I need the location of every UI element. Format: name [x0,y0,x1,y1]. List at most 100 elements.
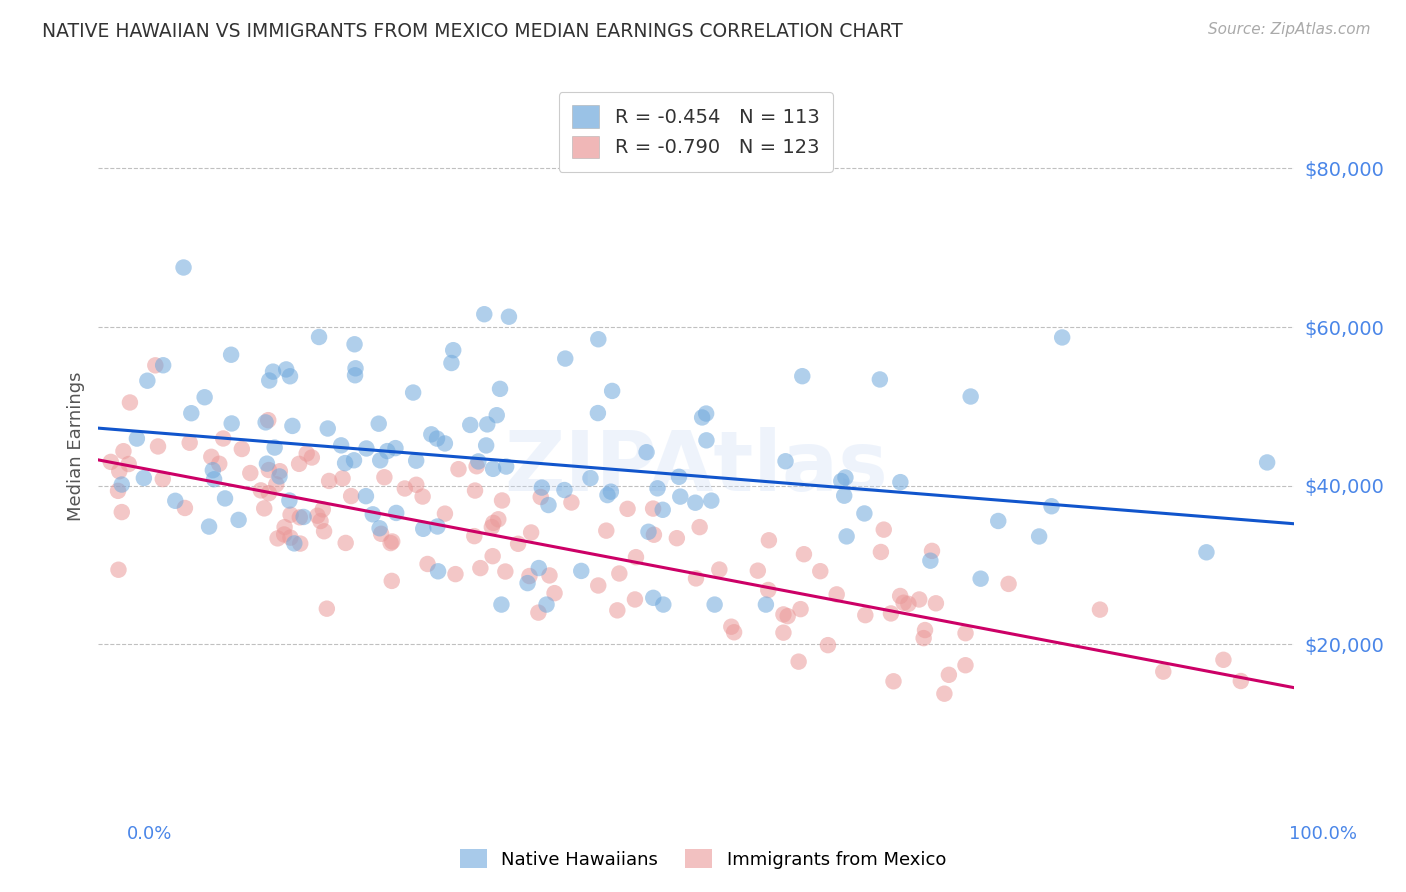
Point [595,524,617,538]
Point [537,498,560,512]
Point [433,436,456,450]
Point [283,536,305,550]
Point [709,563,731,577]
Point [925,596,948,610]
Point [695,434,717,448]
Point [263,441,285,455]
Point [219,348,242,362]
Point [853,507,876,521]
Point [214,491,236,506]
Point [482,462,505,476]
Point [426,432,449,446]
Point [180,406,202,420]
Point [262,365,284,379]
Point [825,587,848,601]
Point [309,514,332,528]
Point [835,529,858,543]
Point [100,455,122,469]
Point [257,486,280,500]
Point [498,310,520,324]
Point [921,544,943,558]
Point [394,482,416,496]
Point [143,359,166,373]
Point [295,446,318,460]
Point [685,571,707,585]
Legend: Native Hawaiians, Immigrants from Mexico: Native Hawaiians, Immigrants from Mexico [453,842,953,876]
Point [934,687,956,701]
Point [308,330,330,344]
Point [1028,529,1050,543]
Point [343,337,366,351]
Point [543,586,565,600]
Point [281,418,304,433]
Point [470,561,492,575]
Point [636,445,658,459]
Point [146,440,169,454]
Point [553,483,575,497]
Point [969,572,991,586]
Point [280,508,302,522]
Point [194,390,217,404]
Point [643,501,665,516]
Point [486,512,509,526]
Point [1088,602,1111,616]
Point [202,472,225,486]
Point [870,545,893,559]
Y-axis label: Median Earnings: Median Earnings [66,371,84,521]
Point [318,474,340,488]
Point [495,459,517,474]
Point [643,591,665,605]
Point [384,441,406,455]
Point [433,507,456,521]
Point [832,489,855,503]
Text: NATIVE HAWAIIAN VS IMMIGRANTS FROM MEXICO MEDIAN EARNINGS CORRELATION CHART: NATIVE HAWAIIAN VS IMMIGRANTS FROM MEXIC… [42,22,903,41]
Point [312,524,335,539]
Point [361,508,384,522]
Point [440,356,463,370]
Point [370,526,392,541]
Point [893,596,915,610]
Point [464,483,486,498]
Point [775,454,797,468]
Point [375,444,398,458]
Point [201,463,224,477]
Point [111,505,134,519]
Point [256,457,278,471]
Point [491,598,513,612]
Point [307,508,329,523]
Point [596,488,619,502]
Point [607,566,630,581]
Point [475,438,498,452]
Point [1212,653,1234,667]
Point [426,519,449,533]
Point [264,477,287,491]
Point [212,432,235,446]
Point [516,576,538,591]
Point [560,495,582,509]
Point [427,564,450,578]
Point [485,408,508,422]
Point [198,519,221,533]
Point [136,374,159,388]
Point [412,490,434,504]
Point [288,510,311,524]
Point [152,358,174,372]
Point [1040,500,1063,514]
Point [817,638,839,652]
Point [315,601,337,615]
Point [700,493,723,508]
Point [385,506,408,520]
Point [772,607,794,622]
Point [776,609,799,624]
Point [616,501,638,516]
Point [599,484,621,499]
Point [668,470,690,484]
Point [441,343,464,358]
Point [118,395,141,409]
Point [869,372,891,386]
Point [834,470,856,484]
Point [938,668,960,682]
Point [588,332,610,346]
Text: 0.0%: 0.0% [127,825,172,843]
Point [250,483,273,498]
